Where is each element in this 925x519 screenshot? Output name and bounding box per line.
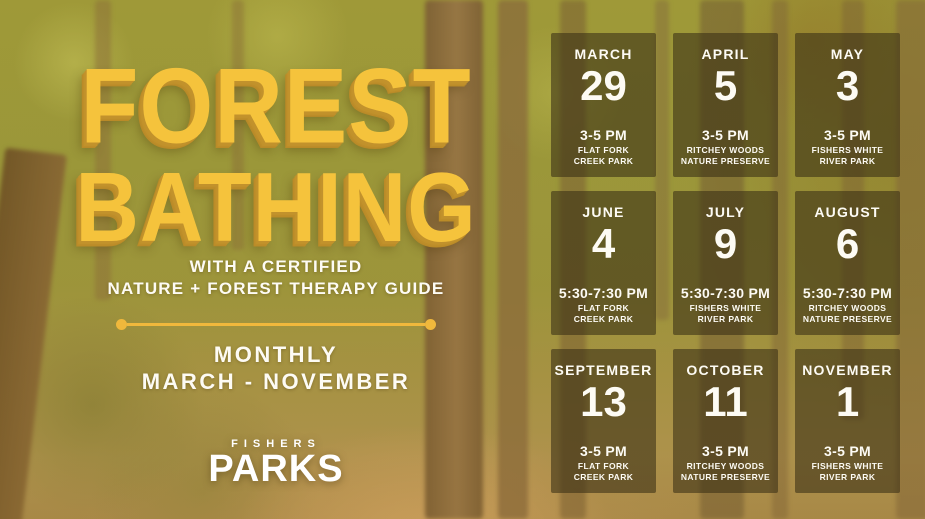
location-label: FISHERS WHITE RIVER PARK	[811, 144, 884, 166]
date-number: 11	[703, 378, 748, 425]
month-label: MARCH	[574, 46, 633, 62]
left-panel: FOREST BATHING WITH A CERTIFIED NATURE +…	[0, 47, 552, 490]
event-card-september: SEPTEMBER 13 3-5 PM FLAT FORK CREEK PARK	[551, 349, 656, 493]
location-label: FLAT FORK CREEK PARK	[573, 460, 634, 482]
time-label: 5:30-7:30 PM	[558, 284, 649, 301]
location-label: FLAT FORK CREEK PARK	[573, 302, 634, 324]
poster-title-line-1: FOREST	[80, 47, 472, 166]
tree-trunk	[95, 0, 111, 300]
time-label: 3-5 PM	[702, 442, 749, 459]
tree-trunk	[655, 0, 669, 320]
divider-rule	[127, 322, 425, 326]
month-label: APRIL	[701, 46, 750, 62]
poster-title-line-2: BATHING	[75, 151, 477, 263]
month-label: MAY	[830, 46, 865, 62]
month-label: JUNE	[582, 204, 625, 220]
frequency-line-1: MONTHLY	[213, 342, 339, 367]
month-label: SEPTEMBER	[554, 362, 653, 378]
divider-dot-left	[116, 318, 127, 330]
date-number: 29	[580, 62, 627, 109]
location-label: FISHERS WHITE RIVER PARK	[689, 302, 762, 324]
location-label: RITCHEY WOODS NATURE PRESERVE	[802, 302, 893, 324]
month-label: NOVEMBER	[802, 362, 893, 378]
date-number: 5	[713, 62, 738, 109]
subtitle-line-2: NATURE + FOREST THERAPY GUIDE	[107, 279, 445, 299]
tree-trunk	[232, 0, 244, 250]
location-label: FLAT FORK CREEK PARK	[573, 144, 634, 166]
time-label: 3-5 PM	[824, 126, 871, 143]
time-label: 3-5 PM	[702, 126, 749, 143]
events-grid: MARCH 29 3-5 PM FLAT FORK CREEK PARK APRI…	[551, 33, 900, 493]
time-label: 3-5 PM	[824, 442, 871, 459]
location-label: FISHERS WHITE RIVER PARK	[811, 460, 884, 482]
location-label: RITCHEY WOODS NATURE PRESERVE	[680, 144, 771, 166]
tree-trunk	[498, 0, 528, 519]
time-label: 3-5 PM	[580, 442, 627, 459]
month-label: JULY	[705, 204, 746, 220]
time-label: 5:30-7:30 PM	[802, 284, 893, 301]
event-card-november: NOVEMBER 1 3-5 PM FISHERS WHITE RIVER PAR…	[795, 349, 900, 493]
fishers-parks-logo: FISHERS PARKS	[0, 438, 552, 490]
logo-parks-text: PARKS	[208, 448, 344, 490]
date-number: 6	[835, 220, 860, 267]
divider-dot-right	[425, 318, 436, 330]
date-number: 1	[835, 378, 860, 425]
event-card-october: OCTOBER 11 3-5 PM RITCHEY WOODS NATURE PR…	[673, 349, 778, 493]
logo-fishers-text: FISHERS	[231, 438, 321, 450]
event-card-june: JUNE 4 5:30-7:30 PM FLAT FORK CREEK PARK	[551, 191, 656, 335]
time-label: 5:30-7:30 PM	[680, 284, 771, 301]
time-label: 3-5 PM	[580, 126, 627, 143]
event-card-july: JULY 9 5:30-7:30 PM FISHERS WHITE RIVER P…	[673, 191, 778, 335]
event-card-april: APRIL 5 3-5 PM RITCHEY WOODS NATURE PRESE…	[673, 33, 778, 177]
frequency-line-2: MARCH - NOVEMBER	[141, 368, 411, 394]
schedule-frequency: MONTHLY MARCH - NOVEMBER	[0, 342, 552, 396]
month-label: AUGUST	[814, 204, 881, 220]
event-card-march: MARCH 29 3-5 PM FLAT FORK CREEK PARK	[551, 33, 656, 177]
date-number: 13	[580, 378, 627, 425]
event-card-august: AUGUST 6 5:30-7:30 PM RITCHEY WOODS NATUR…	[795, 191, 900, 335]
subtitle-line-1: WITH A CERTIFIED	[189, 257, 363, 276]
event-card-may: MAY 3 3-5 PM FISHERS WHITE RIVER PARK	[795, 33, 900, 177]
tree-trunk	[425, 0, 483, 519]
subtitle: WITH A CERTIFIED NATURE + FOREST THERAPY…	[0, 256, 552, 300]
date-number: 9	[713, 220, 738, 267]
date-number: 3	[835, 62, 860, 109]
date-number: 4	[591, 220, 616, 267]
divider-line	[116, 318, 436, 330]
month-label: OCTOBER	[686, 362, 765, 378]
location-label: RITCHEY WOODS NATURE PRESERVE	[680, 460, 771, 482]
tree-trunk	[896, 0, 925, 519]
